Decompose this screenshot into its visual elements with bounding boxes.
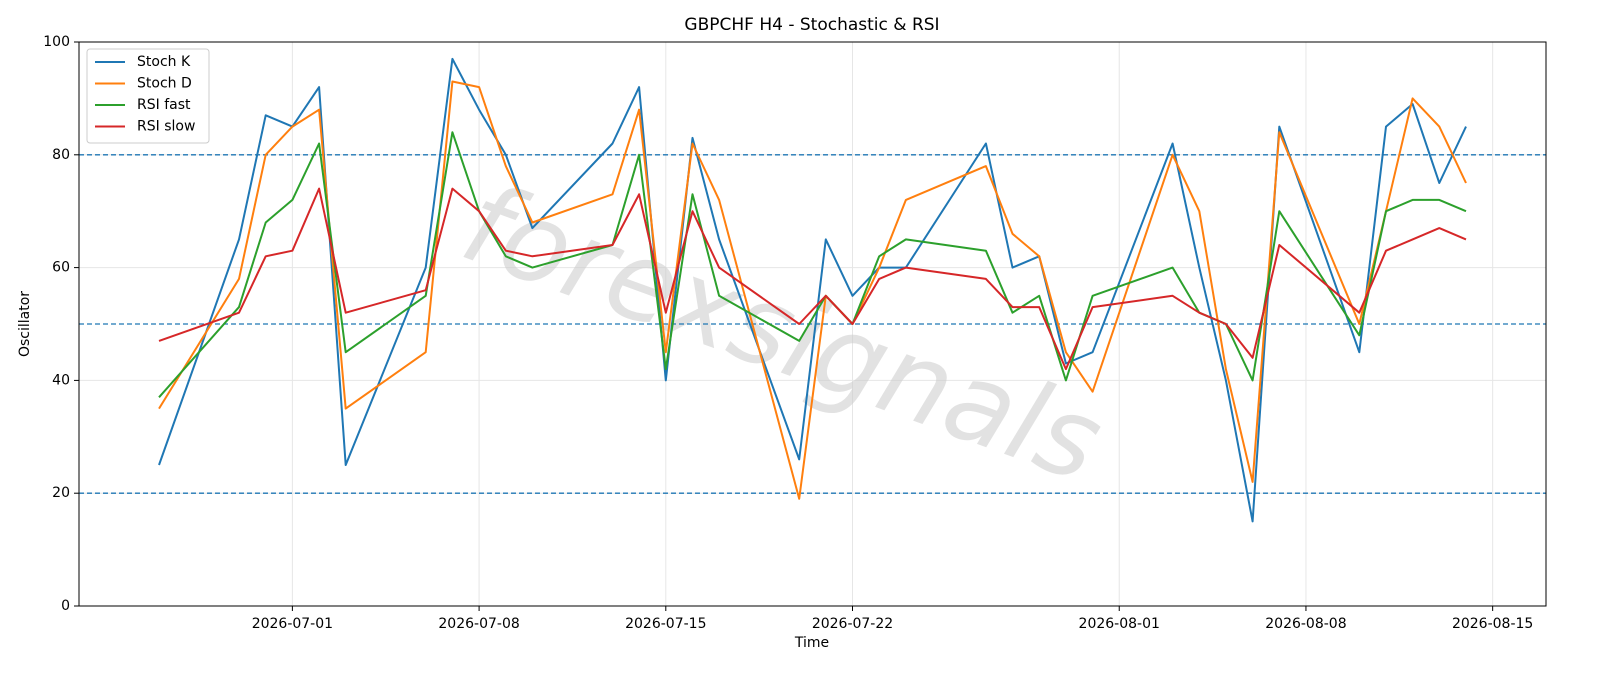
y-axis-label: Oscillator — [17, 291, 33, 357]
x-tick-label: 2026-08-01 — [1079, 616, 1160, 632]
legend-label: RSI slow — [137, 119, 195, 135]
x-tick-label: 2026-07-22 — [812, 616, 893, 632]
y-tick-label: 100 — [43, 34, 70, 50]
x-tick-label: 2026-08-15 — [1452, 616, 1533, 632]
y-tick-label: 60 — [52, 260, 70, 276]
y-tick-label: 40 — [52, 372, 70, 388]
y-tick-label: 80 — [52, 147, 70, 163]
chart-title: GBPCHF H4 - Stochastic & RSI — [684, 15, 939, 35]
plot-frame — [78, 41, 1547, 607]
x-tick-label: 2026-08-08 — [1265, 616, 1346, 632]
legend-box — [86, 48, 210, 144]
legend-label: RSI fast — [137, 97, 191, 113]
legend-label: Stoch K — [137, 54, 191, 70]
x-tick-label: 2026-07-15 — [625, 616, 706, 632]
y-tick-label: 20 — [52, 485, 70, 501]
legend-label: Stoch D — [137, 76, 192, 92]
y-tick-label: 0 — [61, 598, 70, 614]
x-axis-label: Time — [794, 635, 829, 651]
x-tick-label: 2026-07-08 — [438, 616, 519, 632]
series-line — [158, 57, 1467, 523]
x-tick-label: 2026-07-01 — [252, 616, 333, 632]
series-line — [158, 187, 1467, 371]
